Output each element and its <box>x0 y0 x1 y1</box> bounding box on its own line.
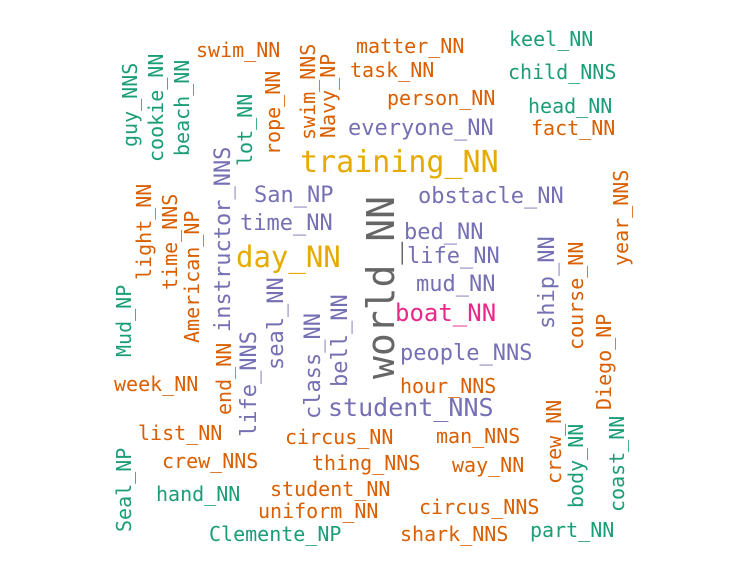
word-way-nn: way_NN <box>452 453 525 477</box>
word-obstacle-nn: obstacle_NN <box>418 184 564 209</box>
word-crew-nn: crew_NN <box>542 399 566 484</box>
word-people-nns: people_NNS <box>400 341 533 366</box>
word-diego-np: Diego_NP <box>592 313 616 410</box>
word-time-nn: time_NN <box>240 211 333 236</box>
word-man-nns: man_NNS <box>436 424 521 448</box>
word-everyone-nn: everyone_NN <box>348 116 494 141</box>
word-bell-nn: bell_NN <box>328 294 353 387</box>
word-body-nn: body_NN <box>564 423 588 508</box>
word-lot-nn: lot_NN <box>233 93 257 166</box>
word-swim-nn: swim_NN <box>196 38 281 62</box>
word-part-nn: part_NN <box>530 518 615 542</box>
word-task-nn: task_NN <box>350 58 435 82</box>
word-bed-nn: bed_NN <box>404 220 484 245</box>
word-ship-nn: ship_NN <box>535 236 560 329</box>
word-end-nn: end_NN <box>212 342 236 415</box>
word-seal-np: Seal_NP <box>112 447 136 532</box>
word-student-nn: student_NN <box>270 477 391 501</box>
word-shark-nns: shark_NNS <box>400 522 509 546</box>
word-course-nn: course_NN <box>564 241 588 350</box>
word-person-nn: person_NN <box>387 86 496 110</box>
word-mud-nn: mud_NN <box>416 272 496 297</box>
word-circus-nn: circus_NN <box>285 425 394 449</box>
word-child-nns: child_NNS <box>508 60 617 84</box>
word-san-np: San_NP <box>254 183 334 208</box>
word-class-nn: class_NN <box>301 313 326 419</box>
word-uniform-nn: uniform_NN <box>258 499 379 523</box>
word-keel-nn: keel_NN <box>509 27 594 51</box>
word-matter-nn: matter_NN <box>356 34 465 58</box>
word-rope-nn: rope_NN <box>261 70 285 155</box>
word-seal-nn: seal_NN <box>264 277 289 370</box>
word-hour-nns: hour_NNS <box>400 374 497 398</box>
word-day-nn: day_NN <box>236 240 341 274</box>
word-guy-nns: guy_NNS <box>118 62 142 147</box>
word-light-nn: light_NN <box>132 183 156 280</box>
word-clemente-np: Clemente_NP <box>209 522 342 546</box>
word-fact-nn: fact_NN <box>531 116 616 140</box>
word-crew-nns: crew_NNS <box>162 449 259 473</box>
word-training-nn: training_NN <box>300 145 499 180</box>
word-head-nn: head_NN <box>528 94 613 118</box>
word-year-nns: year_NNS <box>609 169 633 266</box>
word-list-nn: list_NN <box>138 421 223 445</box>
word-world-nn: world_NN <box>359 195 403 379</box>
word-circus-nns: circus_NNS <box>419 495 540 519</box>
word-american-np: American_NP <box>180 210 204 343</box>
word-week-nn: week_NN <box>114 372 199 396</box>
word-mud-np: Mud_NP <box>112 284 136 357</box>
word-thing-nns: thing_NNS <box>312 451 421 475</box>
word-life-nn: life_NN <box>407 244 500 269</box>
word-student-nns: student_NNS <box>328 393 494 422</box>
word-swim-nns: swim_NNS <box>296 43 320 140</box>
word-coast-nn: coast_NN <box>605 415 629 512</box>
word-instructor-nns: instructor_NNS <box>211 146 236 332</box>
word-hand-nn: hand_NN <box>156 482 241 506</box>
word-navy-np: Navy_NP <box>316 53 340 138</box>
word-boat-nn: boat_NN <box>395 299 497 327</box>
word-beach-nn: beach_NN <box>170 59 194 156</box>
word-time-nns: time_NNS <box>158 193 182 290</box>
word-life-nns: life_NNS <box>237 331 262 437</box>
word-cookie-nn: cookie_NN <box>144 53 168 162</box>
